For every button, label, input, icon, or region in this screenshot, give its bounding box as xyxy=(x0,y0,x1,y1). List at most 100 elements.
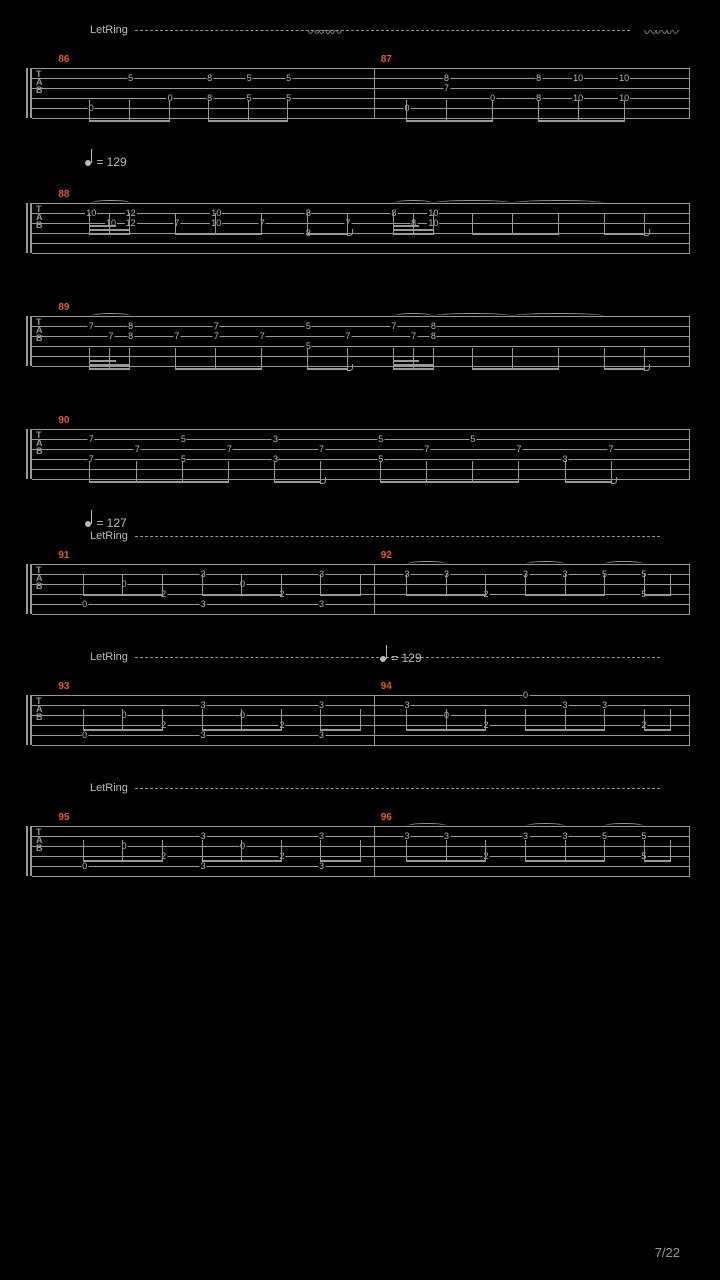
stem xyxy=(202,709,203,731)
stem xyxy=(208,100,209,122)
beam xyxy=(89,225,115,227)
staff-line xyxy=(32,88,690,89)
stem xyxy=(320,574,321,596)
stem xyxy=(472,348,473,370)
flag xyxy=(644,364,650,371)
bar-number: 86 xyxy=(58,54,69,65)
beam xyxy=(320,860,360,862)
stem xyxy=(122,709,123,731)
stem xyxy=(485,709,486,731)
tab-system: = 127LetRingTAB919200233023333233555 xyxy=(30,524,690,614)
fret-number: 7 xyxy=(134,444,141,454)
stem xyxy=(83,709,84,731)
beam xyxy=(525,729,604,731)
beam xyxy=(83,594,162,596)
beam xyxy=(175,368,261,370)
stem xyxy=(406,100,407,122)
stem xyxy=(360,709,361,731)
beam xyxy=(393,364,433,366)
staff-line xyxy=(32,98,690,99)
stem xyxy=(644,709,645,731)
stem xyxy=(182,461,183,483)
stem xyxy=(393,213,394,235)
tab-clef: TAB xyxy=(36,318,43,342)
flag xyxy=(611,477,617,484)
stem xyxy=(215,348,216,370)
fret-number: 7 xyxy=(259,331,266,341)
bar-number: 92 xyxy=(381,550,392,561)
fret-number: 10 xyxy=(572,73,584,83)
beam xyxy=(320,594,360,596)
stem xyxy=(406,574,407,596)
beam xyxy=(307,368,347,370)
beam xyxy=(393,229,433,231)
flag xyxy=(320,477,326,484)
stem xyxy=(512,213,513,235)
stem xyxy=(485,574,486,596)
fret-number: 8 xyxy=(127,331,134,341)
tie-arc xyxy=(91,313,130,319)
rhythm-stems xyxy=(30,574,690,602)
fret-number: 7 xyxy=(173,331,180,341)
tab-page: LetRing〰〰〰〰〰〰TAB868705088555508708810101… xyxy=(0,0,720,1280)
staff-line xyxy=(32,876,690,877)
stem xyxy=(320,709,321,731)
beam xyxy=(393,233,433,235)
staff-line xyxy=(32,564,690,565)
beam xyxy=(83,729,162,731)
fret-number: 7 xyxy=(88,321,95,331)
staff-line xyxy=(32,429,690,430)
fret-number: 8 xyxy=(206,73,213,83)
stem xyxy=(122,574,123,596)
beam xyxy=(393,360,419,362)
stem xyxy=(670,709,671,731)
stem xyxy=(162,840,163,862)
stem xyxy=(241,574,242,596)
beam xyxy=(644,729,670,731)
stem xyxy=(413,213,414,235)
stem xyxy=(320,840,321,862)
tie-arc xyxy=(512,313,604,319)
stem xyxy=(604,348,605,370)
beam xyxy=(644,594,670,596)
systems-container: LetRing〰〰〰〰〰〰TAB868705088555508708810101… xyxy=(30,50,690,876)
tie-arc xyxy=(526,561,565,567)
stem xyxy=(472,213,473,235)
stem xyxy=(472,461,473,483)
fret-number: 7 xyxy=(213,331,220,341)
beam xyxy=(525,860,604,862)
flag xyxy=(347,229,353,236)
beam xyxy=(604,233,644,235)
fret-number: 8 xyxy=(127,321,134,331)
stem xyxy=(215,213,216,235)
rhythm-stems xyxy=(30,213,690,241)
tab-clef: TAB xyxy=(36,70,43,94)
staff-line xyxy=(32,614,690,615)
fret-number: 10 xyxy=(618,73,630,83)
beam xyxy=(208,120,287,122)
stem xyxy=(446,709,447,731)
stem xyxy=(512,348,513,370)
stem xyxy=(281,709,282,731)
beam xyxy=(538,120,624,122)
stem xyxy=(129,100,130,122)
beam xyxy=(89,233,129,235)
let-ring-line xyxy=(135,788,660,790)
beam xyxy=(406,594,485,596)
staff-line xyxy=(32,695,690,696)
beam xyxy=(89,120,168,122)
stem xyxy=(446,840,447,862)
let-ring-label: LetRing xyxy=(90,24,128,36)
fret-number: 5 xyxy=(246,73,253,83)
flag xyxy=(347,364,353,371)
tab-system: LetRing〰〰〰〰〰〰TAB868705088555508708810101… xyxy=(30,50,690,118)
stem xyxy=(670,840,671,862)
stem xyxy=(287,100,288,122)
fret-number: 8 xyxy=(430,331,437,341)
beam xyxy=(406,860,485,862)
stem xyxy=(433,348,434,370)
tie-arc xyxy=(604,561,643,567)
fret-number: 8 xyxy=(535,73,542,83)
fret-number: 7 xyxy=(88,434,95,444)
stem xyxy=(83,840,84,862)
